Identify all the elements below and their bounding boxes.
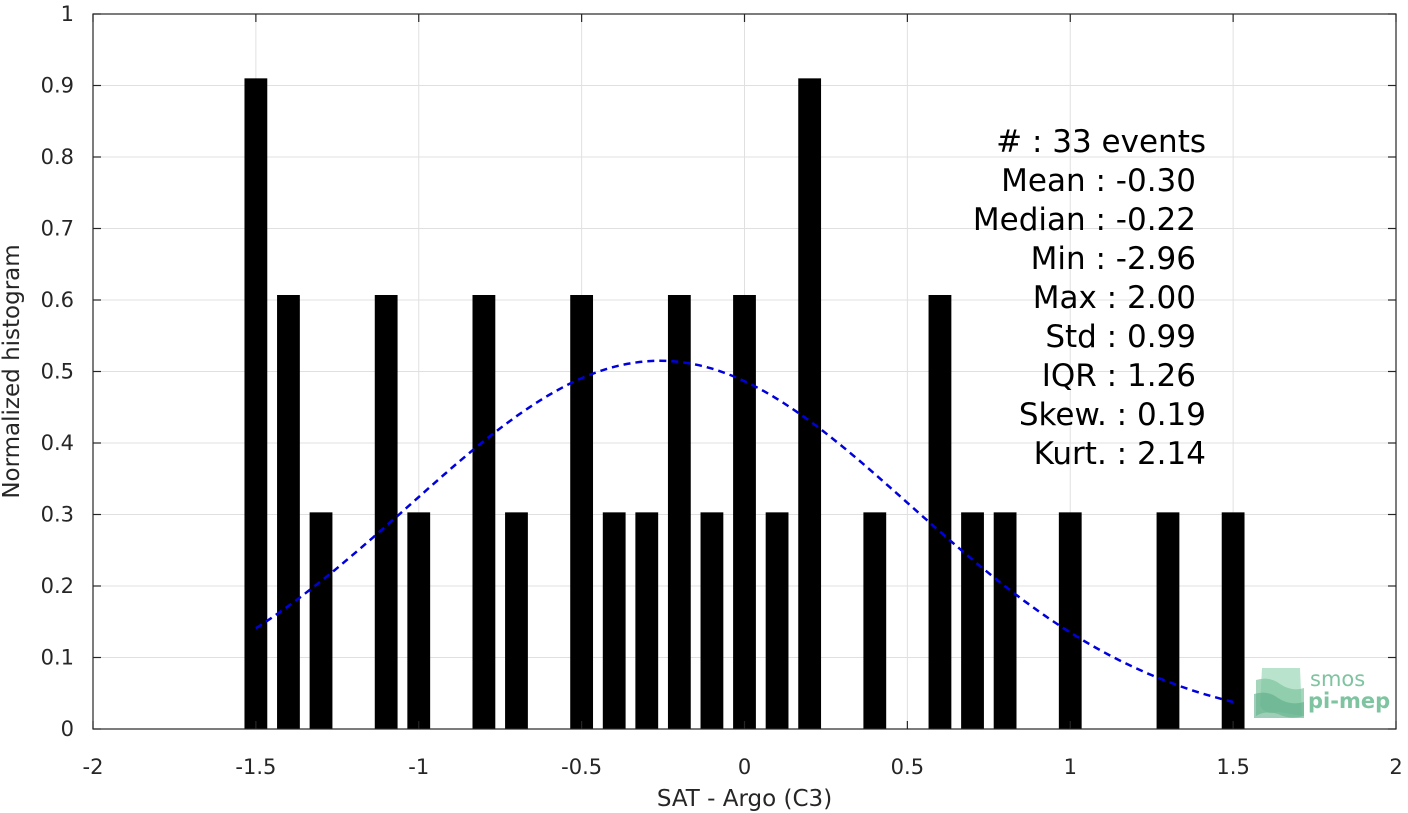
histogram-bar <box>244 78 268 730</box>
x-tick-label: -2 <box>83 755 104 779</box>
wave-logo-icon <box>1254 668 1304 718</box>
histogram-bar <box>505 512 528 729</box>
smos-pimep-logo: smos pi-mep <box>1254 667 1390 718</box>
histogram-bar <box>928 294 952 729</box>
x-tick-label: 1 <box>1064 755 1077 779</box>
y-tick-label: 0.9 <box>41 74 74 98</box>
x-tick-label: 0.5 <box>891 755 924 779</box>
logo-text-pimep: pi-mep <box>1308 689 1390 713</box>
y-tick-label: 0.2 <box>41 574 74 598</box>
histogram-bar <box>798 78 822 730</box>
histogram-bar <box>570 294 594 729</box>
x-tick-label: -0.5 <box>561 755 602 779</box>
y-tick-label: 0.8 <box>41 145 74 169</box>
histogram-bar <box>374 294 398 729</box>
stats-annotation: # : 33 events Mean : -0.30 Median : -0.2… <box>973 124 1206 472</box>
y-tick-label: 0.6 <box>41 288 74 312</box>
histogram-bar <box>863 512 887 729</box>
y-tick-label: 0.4 <box>41 431 74 455</box>
x-tick-label: 0 <box>738 755 751 779</box>
x-tick-label: 2 <box>1389 755 1402 779</box>
logo-text-smos: smos <box>1310 667 1365 691</box>
histogram-bar <box>1058 512 1082 729</box>
stat-max: Max : 2.00 <box>1033 280 1196 316</box>
histogram-bar <box>635 512 659 729</box>
histogram-bar <box>961 512 984 729</box>
stat-skew: Skew. : 0.19 <box>1019 397 1206 433</box>
x-tick-label: -1 <box>408 755 429 779</box>
y-tick-label: 0.7 <box>41 217 74 241</box>
stat-mean: Mean : -0.30 <box>1001 163 1196 199</box>
histogram-bars <box>244 78 1245 730</box>
histogram-bar <box>309 512 333 729</box>
x-axis-label: SAT - Argo (C3) <box>657 786 832 812</box>
axis-ticks: -2 -1.5 -1 -0.5 0 0.5 1 1.5 2 0 0.1 0.2 0.3 0.4 0.5 0.6… <box>41 2 1403 779</box>
histogram-bar <box>277 294 300 729</box>
y-tick-label: 1 <box>61 2 74 26</box>
normal-fit-curve <box>255 359 1234 704</box>
histogram-bar <box>407 512 431 729</box>
y-tick-label: 0.5 <box>41 360 74 384</box>
histogram-bar <box>700 512 724 729</box>
y-tick-label: 0 <box>61 717 74 741</box>
stat-events: # : 33 events <box>996 124 1206 160</box>
histogram-bar <box>472 294 496 729</box>
histogram-bar <box>765 512 789 729</box>
y-tick-label: 0.1 <box>41 646 74 670</box>
stat-iqr: IQR : 1.26 <box>1042 358 1196 394</box>
y-tick-label: 0.3 <box>41 503 74 527</box>
histogram-bar <box>1221 512 1245 729</box>
histogram-bar <box>733 294 756 729</box>
stat-median: Median : -0.22 <box>973 202 1196 238</box>
stat-kurt: Kurt. : 2.14 <box>1034 436 1206 472</box>
histogram-bar <box>1156 512 1180 729</box>
y-axis-label: Normalized histogram <box>0 244 25 498</box>
x-tick-label: -1.5 <box>235 755 276 779</box>
x-tick-label: 1.5 <box>1216 755 1249 779</box>
stat-std: Std : 0.99 <box>1045 319 1196 355</box>
histogram-bar <box>667 294 691 729</box>
histogram-bar <box>602 512 626 729</box>
histogram-bar <box>993 512 1017 729</box>
stat-min: Min : -2.96 <box>1031 241 1196 277</box>
